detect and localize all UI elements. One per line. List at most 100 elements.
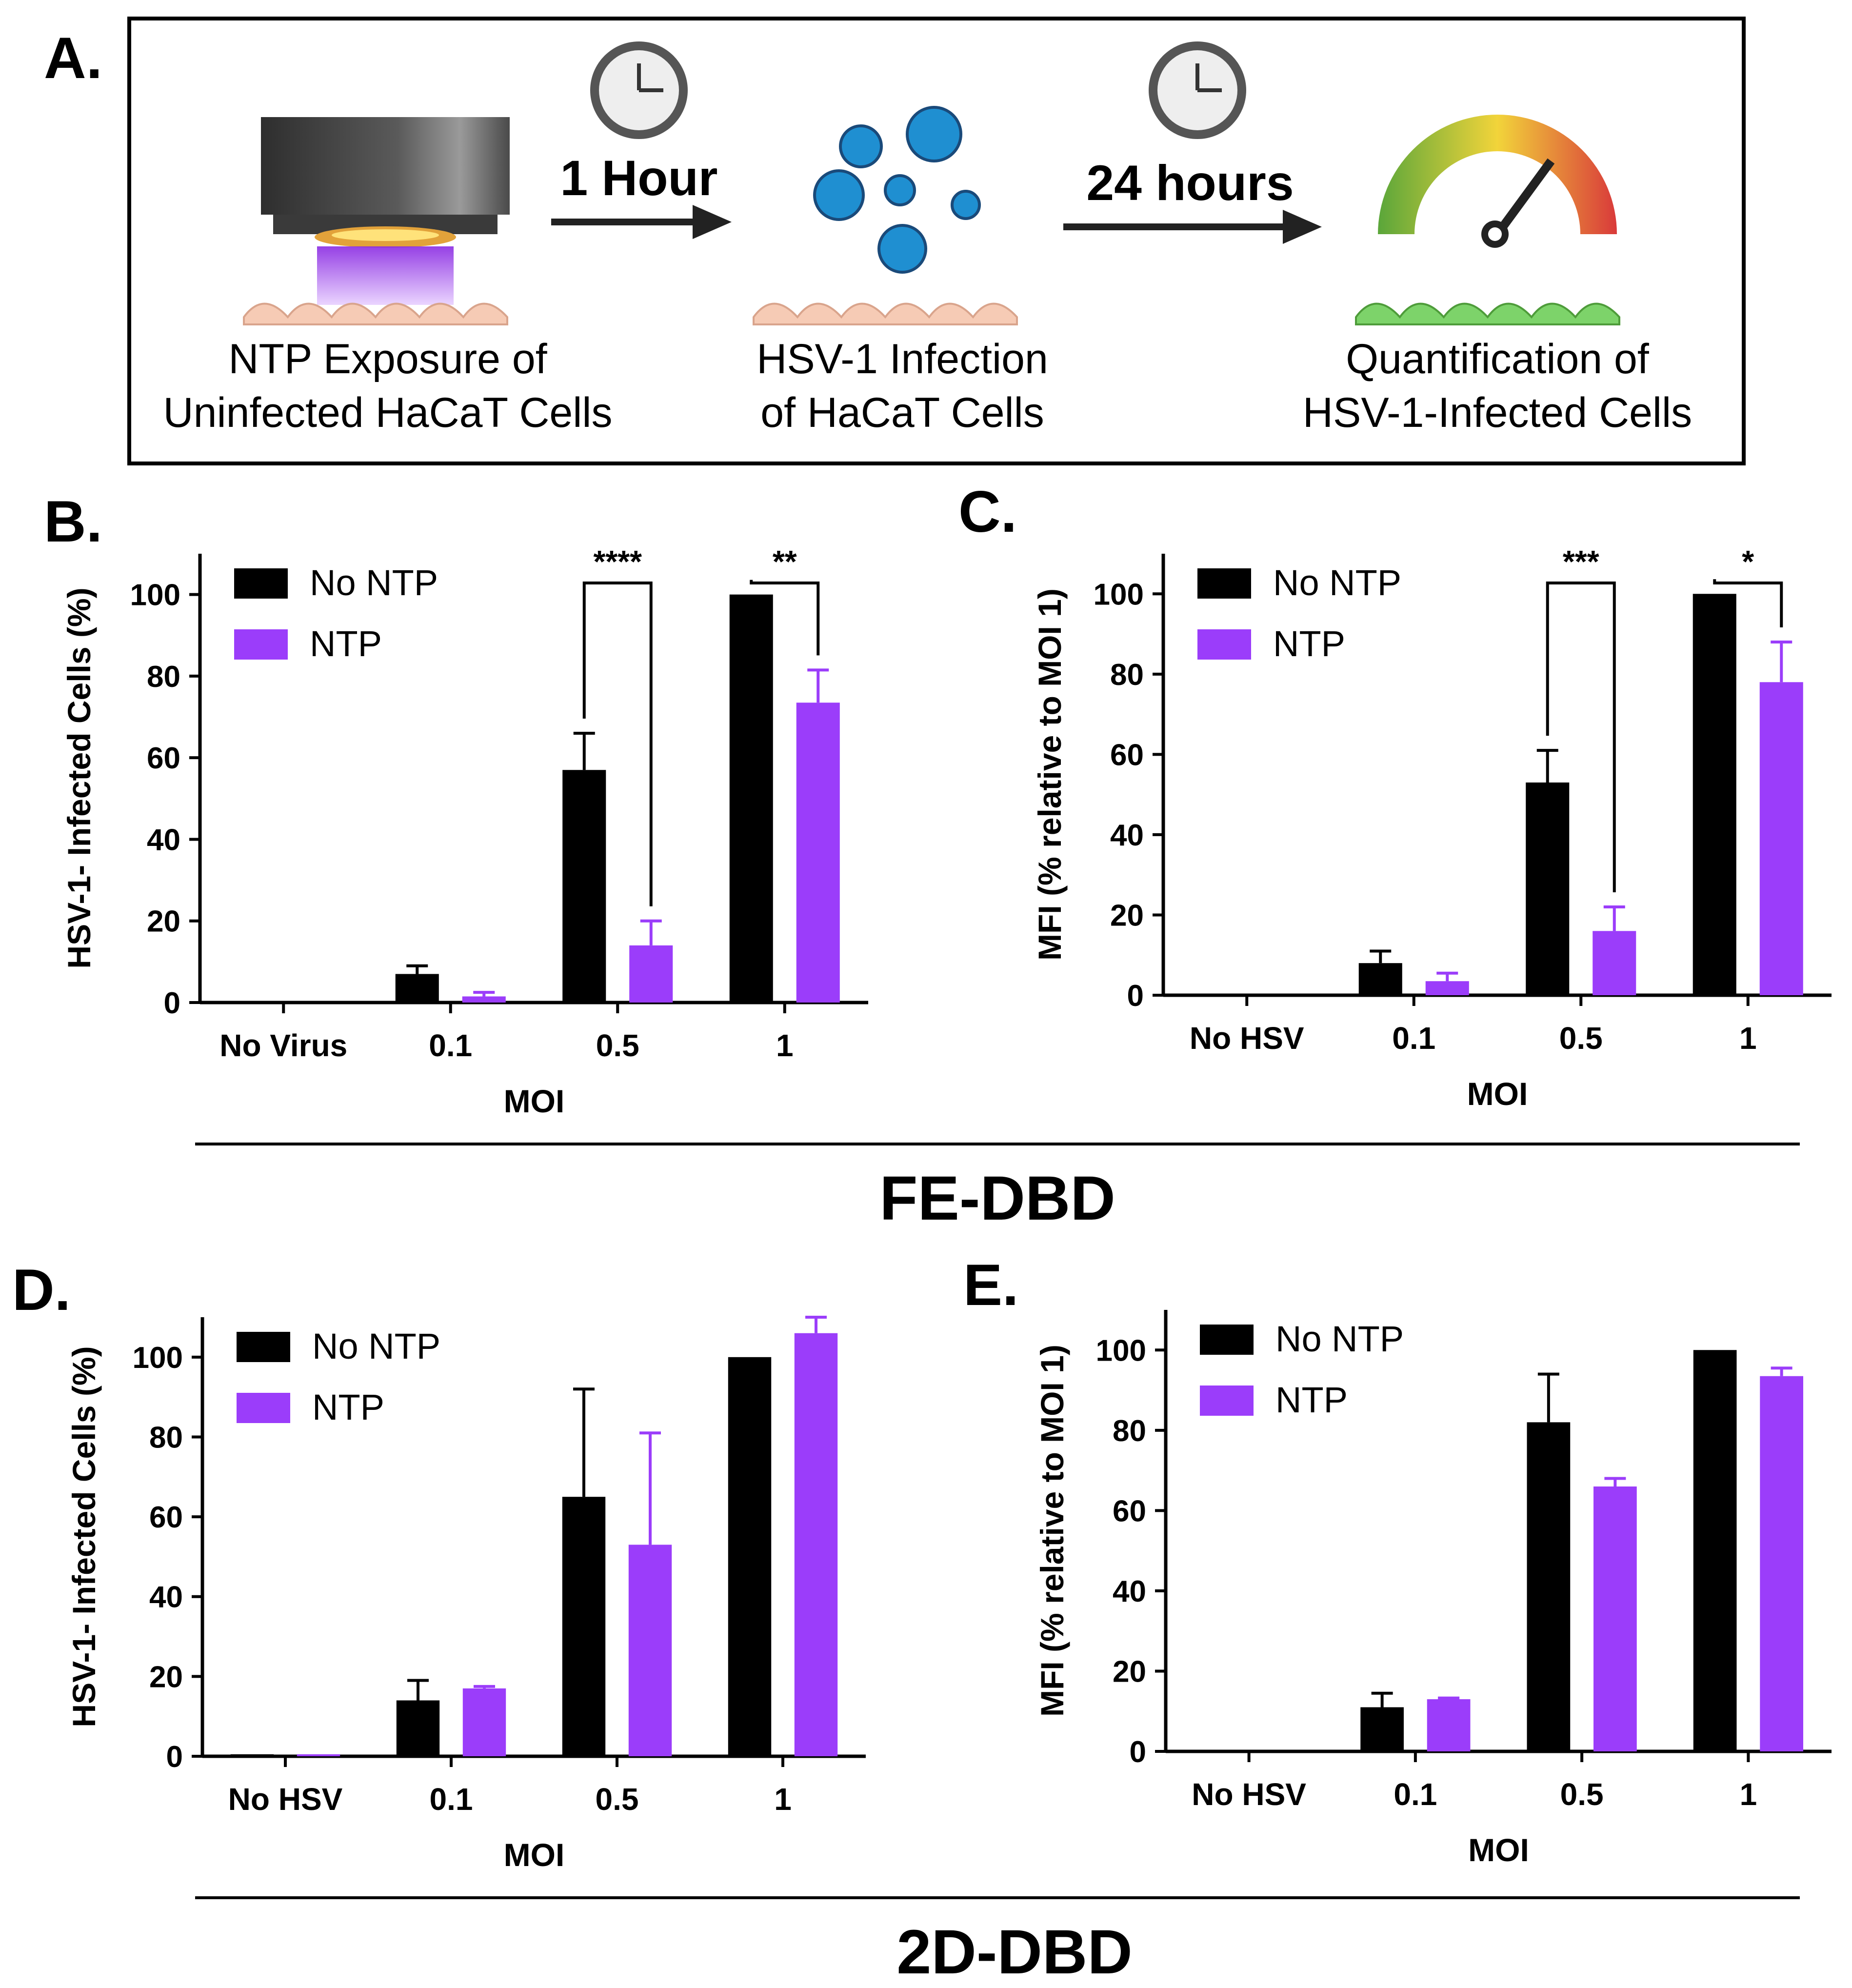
panel-a-frame — [127, 17, 1746, 465]
legend-swatch — [1200, 1386, 1254, 1416]
panel-label: C. — [958, 479, 1017, 544]
chart-panel-d: D. 0 20 40 60 80 100 HSV-1- Infected Cells (%) N… — [12, 1257, 866, 1873]
y-tick-label: 100 — [1096, 1334, 1146, 1367]
time-label-2: 24 hours — [1086, 155, 1294, 211]
y-tick-label: 0 — [1127, 979, 1144, 1013]
bar — [230, 1754, 274, 1756]
x-tick-label: 0.5 — [1560, 1777, 1604, 1812]
bar — [1526, 782, 1570, 995]
chart-panel-b: B. 0 20 40 60 80 100 HSV-1- Infected Cells (%) N… — [44, 489, 868, 1119]
y-tick-label: 80 — [1110, 658, 1144, 692]
legend-swatch — [1197, 629, 1251, 660]
significance-bracket — [750, 580, 820, 656]
significance-label: *** — [1563, 544, 1599, 579]
legend-swatch — [1197, 568, 1251, 599]
y-tick-label: 0 — [166, 1740, 183, 1774]
x-tick-label: No HSV — [1192, 1777, 1306, 1812]
bar — [1360, 1707, 1404, 1751]
bar — [629, 945, 673, 1003]
y-tick-label: 0 — [164, 986, 180, 1020]
step-1-line1: NTP Exposure of — [228, 336, 547, 382]
bar — [628, 1545, 672, 1756]
y-tick-label: 60 — [1110, 738, 1144, 772]
legend-label: NTP — [1273, 623, 1345, 664]
x-tick-label: No Virus — [219, 1028, 347, 1063]
bar — [1358, 963, 1402, 995]
significance-label: **** — [593, 544, 642, 579]
x-axis-title: MOI — [1467, 1076, 1528, 1112]
y-tick-label: 60 — [147, 742, 180, 775]
panel-label: B. — [44, 489, 102, 554]
legend-label: No NTP — [312, 1326, 440, 1366]
bar — [462, 1688, 506, 1756]
group-label-top: FE-DBD — [879, 1164, 1115, 1233]
legend-swatch — [234, 629, 288, 660]
bar — [1693, 1350, 1737, 1751]
x-tick-label: 0.1 — [429, 1028, 472, 1063]
bar — [1760, 1376, 1803, 1751]
bar — [796, 703, 840, 1003]
y-tick-label: 100 — [133, 1341, 183, 1375]
x-tick-label: 1 — [776, 1028, 794, 1063]
legend-label: NTP — [1275, 1380, 1348, 1420]
chart-panel-c: C. 0 20 40 60 80 100 MFI (% relative to MOI 1) N… — [958, 479, 1832, 1112]
chart-panel-e: E. 0 20 40 60 80 100 MFI (% relative to MOI 1) N… — [963, 1252, 1832, 1868]
legend-label: NTP — [312, 1387, 384, 1427]
significance-bracket — [582, 582, 653, 906]
legend-label: No NTP — [1275, 1319, 1404, 1359]
gauge-icon — [1378, 115, 1617, 248]
clock-icon — [590, 41, 688, 139]
y-tick-label: 40 — [1113, 1575, 1146, 1608]
y-axis-title: HSV-1- Infected Cells (%) — [66, 1346, 102, 1727]
y-tick-label: 40 — [147, 823, 180, 857]
legend-label: No NTP — [1273, 562, 1401, 603]
time-label-1: 1 Hour — [560, 150, 717, 206]
bar — [1425, 981, 1469, 995]
bar — [1759, 682, 1803, 995]
x-tick-label: No HSV — [228, 1782, 343, 1817]
y-tick-label: 80 — [147, 660, 180, 694]
legend-swatch — [234, 568, 288, 599]
step-2-line2: of HaCaT Cells — [760, 389, 1044, 436]
bar — [395, 974, 439, 1003]
bar — [562, 770, 606, 1003]
cell-icon — [753, 302, 1018, 325]
panel-label: E. — [963, 1252, 1018, 1318]
significance-label: ** — [773, 544, 797, 579]
step-3-line2: HSV-1-Infected Cells — [1303, 389, 1692, 436]
x-tick-label: 1 — [774, 1782, 792, 1817]
x-axis-title: MOI — [504, 1837, 565, 1873]
cell-icon — [1355, 302, 1620, 325]
bar — [297, 1754, 340, 1756]
x-tick-label: 0.1 — [430, 1782, 473, 1817]
step-1-line2: Uninfected HaCaT Cells — [163, 389, 613, 436]
y-tick-label: 60 — [149, 1501, 183, 1534]
y-axis-title: MFI (% relative to MOI 1) — [1034, 1345, 1070, 1717]
significance-bracket — [1546, 582, 1616, 892]
bar — [396, 1700, 440, 1756]
bar — [1593, 1486, 1637, 1751]
x-tick-label: 1 — [1740, 1777, 1757, 1812]
clock-icon — [1149, 41, 1246, 139]
y-tick-label: 80 — [1113, 1414, 1146, 1448]
legend-swatch — [237, 1393, 290, 1423]
virus-icon — [813, 106, 981, 274]
y-tick-label: 100 — [130, 579, 180, 612]
step-2-line1: HSV-1 Infection — [757, 336, 1048, 382]
legend-label: NTP — [310, 623, 382, 664]
y-tick-label: 80 — [149, 1421, 183, 1454]
x-tick-label: 0.1 — [1394, 1777, 1437, 1812]
significance-label: * — [1742, 544, 1754, 579]
y-tick-label: 40 — [1110, 819, 1144, 852]
legend-swatch — [237, 1332, 290, 1362]
x-tick-label: 1 — [1739, 1021, 1757, 1056]
legend-swatch — [1200, 1325, 1254, 1355]
arrow-icon — [551, 205, 732, 239]
arrow-icon — [1063, 210, 1322, 244]
legend-label: No NTP — [310, 562, 438, 603]
y-tick-label: 20 — [147, 905, 180, 939]
bar — [1593, 931, 1636, 995]
y-tick-label: 60 — [1113, 1494, 1146, 1528]
y-axis-title: HSV-1- Infected Cells (%) — [61, 587, 97, 968]
